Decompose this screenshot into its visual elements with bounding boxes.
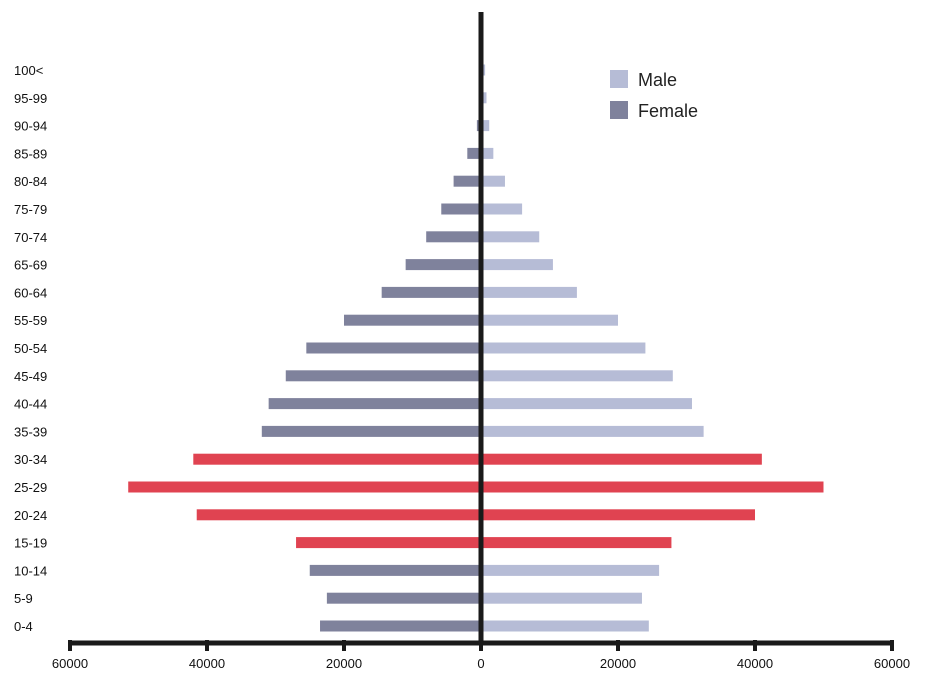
male-bar-80-84 bbox=[481, 175, 505, 187]
x-ticks-group: 60000 40000 20000 0 20000 40000 60000 bbox=[52, 640, 910, 671]
age-labels-group: 0-4 5-9 10-14 15-19 20-24 25-29 30-34 35-39 40-4… bbox=[14, 63, 47, 634]
age-label-5-9: 5-9 bbox=[14, 591, 33, 606]
female-bar-15-19 bbox=[296, 537, 481, 549]
male-bar-15-19 bbox=[481, 537, 672, 549]
x-tick-label: 40000 bbox=[737, 656, 773, 671]
x-tick-label: 20000 bbox=[600, 656, 636, 671]
legend-female-label: Female bbox=[638, 101, 698, 121]
male-bar-30-34 bbox=[481, 453, 762, 465]
female-bar-75-79 bbox=[441, 203, 481, 215]
female-bar-20-24 bbox=[196, 509, 481, 521]
age-label-40-44: 40-44 bbox=[14, 397, 47, 412]
male-bar-40-44 bbox=[481, 398, 692, 410]
age-label-10-14: 10-14 bbox=[14, 563, 47, 578]
female-bar-55-59 bbox=[344, 314, 481, 326]
female-bar-85-89 bbox=[467, 147, 481, 159]
male-bar-65-69 bbox=[481, 259, 553, 271]
age-label-65-69: 65-69 bbox=[14, 258, 47, 273]
age-label-20-24: 20-24 bbox=[14, 508, 47, 523]
male-bar-90-94 bbox=[481, 120, 490, 132]
female-bar-70-74 bbox=[426, 231, 481, 243]
female-bar-65-69 bbox=[405, 259, 481, 271]
male-bar-50-54 bbox=[481, 342, 646, 354]
male-bar-75-79 bbox=[481, 203, 523, 215]
x-tick-label: 0 bbox=[477, 656, 484, 671]
female-bar-45-49 bbox=[285, 370, 481, 382]
x-tick-label: 40000 bbox=[189, 656, 225, 671]
age-label-25-29: 25-29 bbox=[14, 480, 47, 495]
x-tick-label: 20000 bbox=[326, 656, 362, 671]
male-bar-45-49 bbox=[481, 370, 673, 382]
female-bar-25-29 bbox=[128, 481, 481, 493]
female-bar-5-9 bbox=[326, 592, 481, 604]
male-bar-0-4 bbox=[481, 620, 649, 632]
legend-female-swatch bbox=[610, 101, 628, 119]
male-bar-5-9 bbox=[481, 592, 642, 604]
male-bar-85-89 bbox=[481, 147, 494, 159]
female-bar-60-64 bbox=[381, 286, 481, 298]
male-bar-25-29 bbox=[481, 481, 824, 493]
age-label-15-19: 15-19 bbox=[14, 536, 47, 551]
legend-male-label: Male bbox=[638, 70, 677, 90]
age-label-50-54: 50-54 bbox=[14, 341, 47, 356]
bars-group bbox=[128, 64, 824, 632]
male-bar-35-39 bbox=[481, 425, 704, 437]
age-label-35-39: 35-39 bbox=[14, 424, 47, 439]
female-bar-40-44 bbox=[268, 398, 481, 410]
age-label-85-89: 85-89 bbox=[14, 146, 47, 161]
age-label-95-99: 95-99 bbox=[14, 91, 47, 106]
age-label-80-84: 80-84 bbox=[14, 174, 47, 189]
male-bar-55-59 bbox=[481, 314, 618, 326]
age-label-100<: 100< bbox=[14, 63, 43, 78]
female-bar-50-54 bbox=[306, 342, 481, 354]
male-bar-95-99 bbox=[481, 92, 487, 104]
female-bar-80-84 bbox=[453, 175, 481, 187]
male-bar-60-64 bbox=[481, 286, 577, 298]
x-tick-label: 60000 bbox=[874, 656, 910, 671]
age-label-60-64: 60-64 bbox=[14, 285, 47, 300]
male-bar-10-14 bbox=[481, 564, 660, 576]
legend: Male Female bbox=[610, 70, 698, 121]
male-bar-20-24 bbox=[481, 509, 755, 521]
legend-male-swatch bbox=[610, 70, 628, 88]
age-label-0-4: 0-4 bbox=[14, 619, 33, 634]
female-bar-30-34 bbox=[193, 453, 482, 465]
age-label-30-34: 30-34 bbox=[14, 452, 47, 467]
female-bar-35-39 bbox=[261, 425, 481, 437]
male-bar-70-74 bbox=[481, 231, 540, 243]
age-label-55-59: 55-59 bbox=[14, 313, 47, 328]
age-label-45-49: 45-49 bbox=[14, 369, 47, 384]
female-bar-0-4 bbox=[320, 620, 481, 632]
female-bar-10-14 bbox=[309, 564, 481, 576]
x-tick-label: 60000 bbox=[52, 656, 88, 671]
age-label-75-79: 75-79 bbox=[14, 202, 47, 217]
age-label-90-94: 90-94 bbox=[14, 119, 47, 134]
age-label-70-74: 70-74 bbox=[14, 230, 47, 245]
